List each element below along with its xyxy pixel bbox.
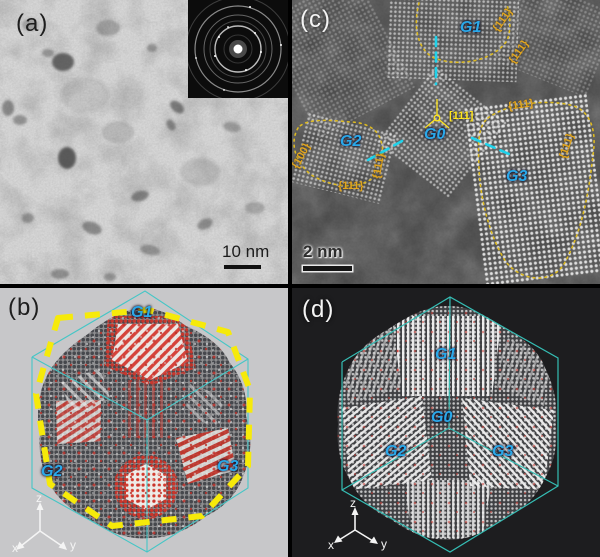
axes-triad-icon [16, 502, 67, 550]
grain-label-g1-c: G1 [460, 19, 482, 36]
panel-c-label: (c) [300, 6, 331, 33]
simulation-box-b [31, 290, 249, 553]
scale-bar-a-line [224, 265, 261, 269]
panel-b: (b) G1 G2 G3 z x y [0, 288, 288, 557]
panel-a-label: (a) [16, 10, 49, 37]
axis-z-label-d: z [350, 496, 356, 510]
zone-axis-label: [111] [449, 110, 474, 122]
atomistic-model-d [334, 296, 559, 553]
annotation-layer-c [293, 2, 595, 279]
axis-y-label-d: y [381, 537, 387, 551]
axis-y-label-b: y [70, 538, 76, 552]
panel-b-label: (b) [8, 294, 41, 321]
grain-label-g0-c: G0 [424, 126, 446, 143]
grain-label-g1-b: G1 [131, 304, 153, 321]
grain-label-g2-d: G2 [385, 443, 407, 460]
scale-bar-c-text: 2 nm [303, 242, 343, 261]
scale-bar-a-text: 10 nm [222, 242, 270, 261]
axes-triad-icon [334, 507, 378, 544]
tem-grains [2, 19, 265, 281]
scale-bar-a: 10 nm [222, 242, 269, 269]
triple-junction-dashed-lines [366, 35, 511, 162]
panel-d: (d) G1 G0 G2 G3 z x y [292, 288, 600, 557]
grain-label-g3-d: G3 [492, 443, 514, 460]
diffraction-pattern-inset [185, 0, 288, 102]
scale-bar-c: 2 nm [303, 242, 352, 271]
axis-z-label-b: z [36, 491, 42, 505]
panel-a: (a) 10 nm [0, 0, 288, 284]
tem-micrograph-texture [0, 0, 288, 284]
axis-x-label-d: x [328, 538, 334, 552]
scale-bar-c-line [303, 266, 352, 271]
grain-label-g2-b: G2 [41, 463, 63, 480]
grain-label-g2-c: G2 [340, 133, 362, 150]
grain-label-g1-d: G1 [435, 346, 457, 363]
atomistic-model-b [16, 290, 253, 553]
panel-c: (c) G1 G0 G2 G3 [111] {111} {111} {100} … [292, 0, 600, 284]
nanoparticle-atoms-d [337, 306, 557, 540]
panel-d-label: (d) [302, 296, 335, 323]
grain-label-g3-c: G3 [506, 168, 528, 185]
grain-boundary-dotted-outlines [293, 2, 595, 279]
simulation-box-d [341, 296, 559, 553]
grain-label-g0-d: G0 [431, 409, 453, 426]
plane-label-p5: {111} [338, 180, 364, 192]
zone-axis-icon [424, 99, 450, 129]
grain-label-g3-b: G3 [217, 458, 239, 475]
axis-x-label-b: x [12, 541, 18, 555]
